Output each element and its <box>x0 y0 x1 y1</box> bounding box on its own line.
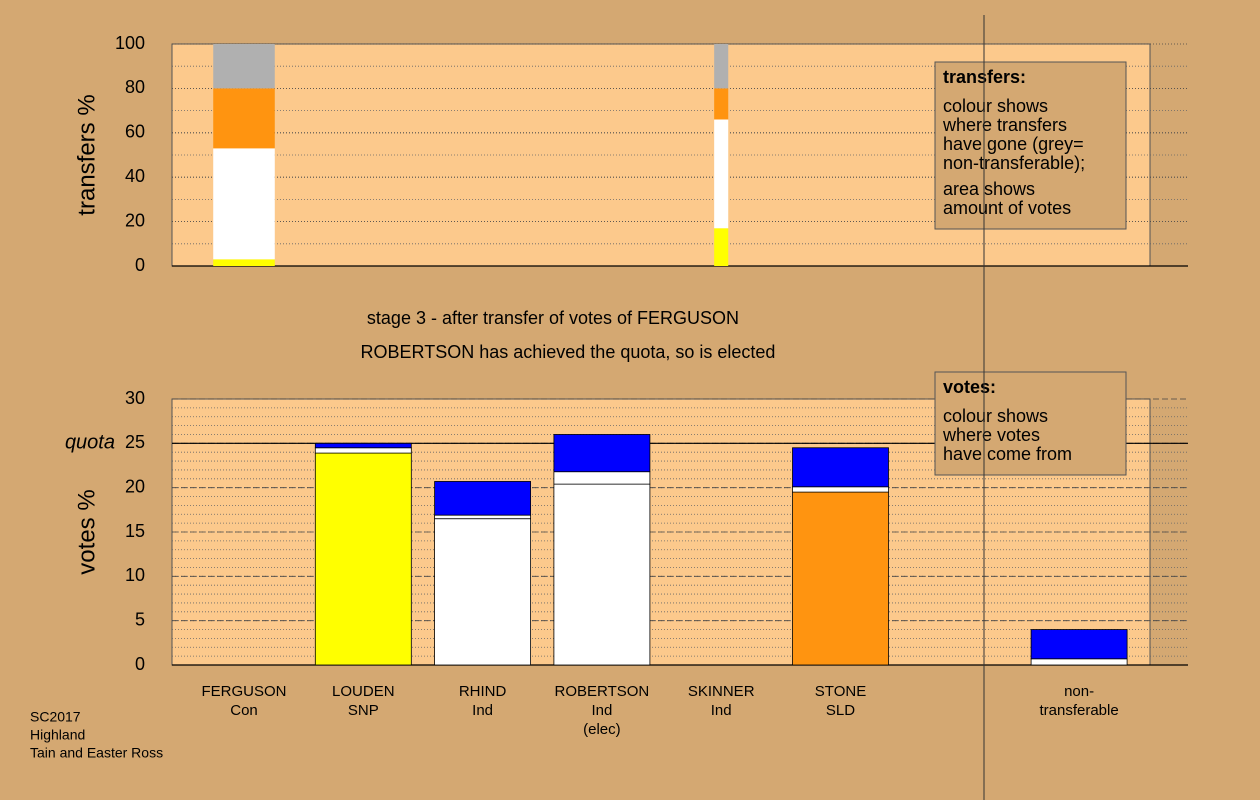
x-tick-label: Ind <box>472 702 493 719</box>
bar-segment <box>1030 658 1128 666</box>
y-tick-label: 15 <box>125 521 145 541</box>
note-title: transfers: <box>943 67 1026 87</box>
note-box <box>934 371 1127 476</box>
note-text: colour shows <box>943 406 1048 426</box>
x-tick-label: STONE <box>815 683 866 700</box>
note-text: where votes <box>942 425 1040 445</box>
x-tick-label: SKINNER <box>688 683 755 700</box>
bar-segment <box>213 148 275 260</box>
bar-segment <box>434 518 532 666</box>
bar-segment <box>714 44 729 89</box>
note-title: votes: <box>943 377 996 397</box>
y-tick-label: 0 <box>135 654 145 674</box>
y-tick-label: 60 <box>125 122 145 142</box>
bar-segment <box>213 88 275 149</box>
y-tick-label: 20 <box>125 210 145 230</box>
x-tick-label: RHIND <box>459 683 507 700</box>
x-tick-label: non- <box>1064 683 1094 700</box>
x-tick-label: transferable <box>1039 702 1118 719</box>
bar-segment <box>714 228 729 266</box>
y-tick-label: 40 <box>125 166 145 186</box>
bar-segment <box>792 491 889 666</box>
quota-label: quota <box>65 432 115 454</box>
note-text: have come from <box>943 444 1072 464</box>
bar-segment <box>434 514 532 520</box>
y-tick-label: 25 <box>125 432 145 452</box>
bar-segment <box>314 447 412 454</box>
y-tick-label: 5 <box>135 609 145 629</box>
x-tick-label: Con <box>230 702 258 719</box>
footer-text: SC2017 <box>30 709 81 725</box>
y-tick-label: 30 <box>125 388 145 408</box>
note-text: non-transferable); <box>943 153 1085 173</box>
note-box <box>934 61 1127 230</box>
bar-segment <box>792 486 889 493</box>
y-tick-label: 20 <box>125 476 145 496</box>
x-tick-label: (elec) <box>583 721 621 738</box>
bar-segment <box>1030 629 1128 660</box>
bar-segment <box>213 44 275 89</box>
x-tick-label: ROBERTSON <box>555 683 650 700</box>
bar-segment <box>314 452 412 666</box>
bar-segment <box>553 483 651 666</box>
bar-segment <box>553 471 651 485</box>
x-tick-label: LOUDEN <box>332 683 395 700</box>
bar-segment <box>714 88 729 120</box>
note-text: colour shows <box>943 96 1048 116</box>
footer-text: Tain and Easter Ross <box>30 745 163 761</box>
footer-text: Highland <box>30 727 85 743</box>
note-text: area shows <box>943 179 1035 199</box>
y-axis-label: transfers % <box>73 94 100 215</box>
bar-segment <box>553 434 651 473</box>
x-tick-label: SLD <box>826 702 855 719</box>
y-tick-label: 0 <box>135 255 145 275</box>
y-tick-label: 100 <box>115 33 145 53</box>
bar-segment <box>213 259 275 266</box>
bar-segment <box>434 481 532 516</box>
x-tick-label: SNP <box>348 702 379 719</box>
x-tick-label: Ind <box>711 702 732 719</box>
chart-subtitle: ROBERTSON has achieved the quota, so is … <box>361 342 776 362</box>
bar-segment <box>792 447 889 488</box>
y-axis-label: votes % <box>73 489 100 574</box>
bar-segment <box>314 442 412 449</box>
bar-segment <box>714 119 729 229</box>
note-text: amount of votes <box>943 198 1071 218</box>
x-tick-label: FERGUSON <box>201 683 286 700</box>
y-tick-label: 10 <box>125 565 145 585</box>
x-tick-label: Ind <box>591 702 612 719</box>
y-tick-label: 80 <box>125 77 145 97</box>
note-text: have gone (grey= <box>943 134 1084 154</box>
chart-title: stage 3 - after transfer of votes of FER… <box>367 308 739 328</box>
note-text: where transfers <box>942 115 1067 135</box>
